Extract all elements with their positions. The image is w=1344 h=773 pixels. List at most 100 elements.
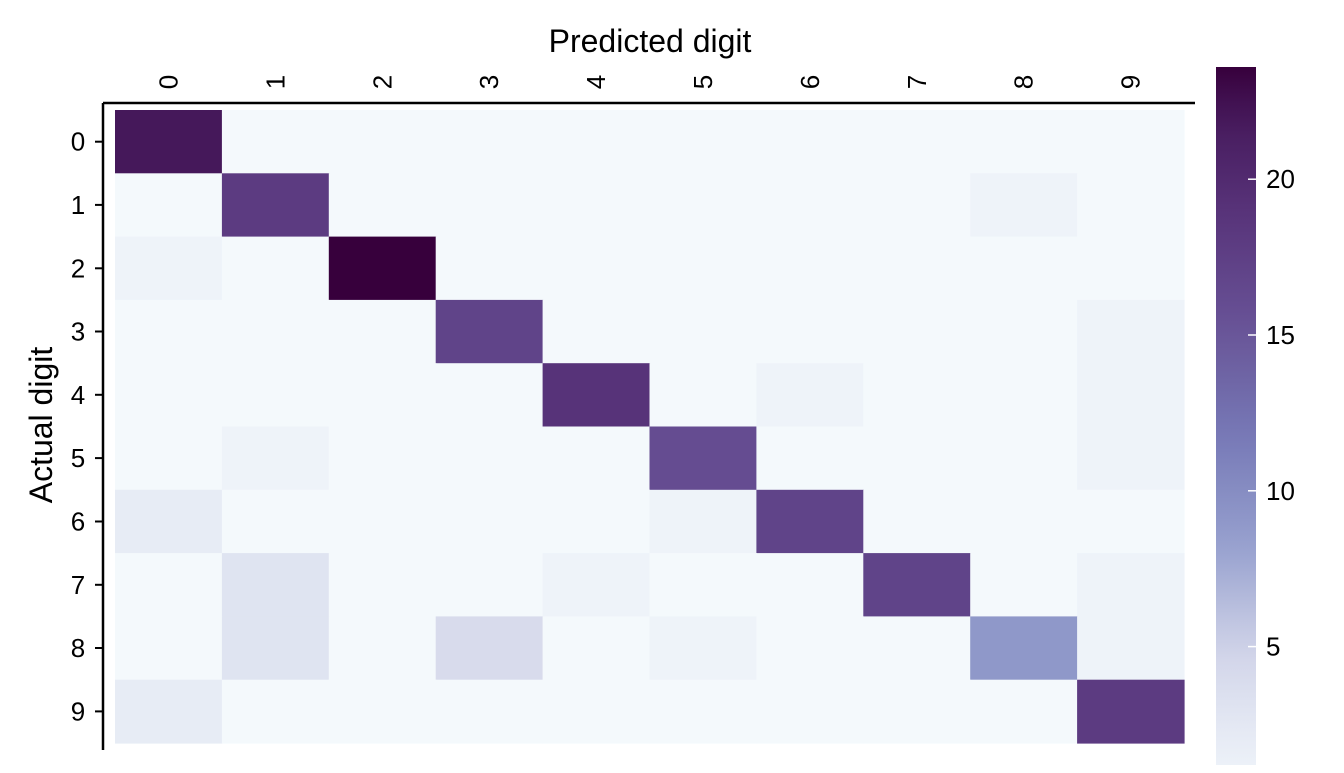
heatmap-cell: [970, 173, 1078, 238]
heatmap-cell: [970, 553, 1078, 617]
heatmap-cell: [1077, 110, 1185, 174]
heatmap-cell: [115, 110, 223, 174]
x-tick-label: 0: [153, 75, 183, 89]
heatmap-cell: [756, 173, 864, 238]
colorbar-gradient: [1216, 67, 1256, 765]
x-axis-ticks: 0 1 2 3 4 5 6 7 8 9: [153, 75, 1145, 89]
heatmap-cell: [863, 110, 971, 174]
heatmap-cell: [649, 553, 757, 617]
heatmap-cell: [649, 110, 757, 174]
heatmap-cell: [115, 679, 223, 744]
heatmap-cell: [756, 426, 864, 491]
heatmap-cell: [542, 299, 651, 364]
heatmap-cell: [756, 299, 864, 364]
colorbar-ticks: 5 10 15 20: [1248, 164, 1295, 662]
heatmap-cell: [221, 553, 330, 617]
heatmap-cell: [1077, 363, 1185, 428]
heatmap-cell: [863, 426, 971, 491]
y-axis-ticks: 0 1 2 3 4 5 6 7 8 9: [71, 127, 103, 726]
heatmap-cell: [435, 679, 544, 744]
heatmap-cell: [756, 679, 864, 744]
x-tick-label: 4: [581, 75, 611, 89]
heatmap-cell: [1077, 616, 1185, 681]
heatmap-cell: [970, 616, 1078, 681]
heatmap-cell: [649, 426, 757, 491]
y-tick-label: 8: [71, 633, 85, 663]
heatmap-cell: [649, 363, 757, 428]
x-tick-label: 7: [902, 75, 932, 89]
heatmap-cell: [863, 679, 971, 744]
colorbar-tick-label: 20: [1266, 164, 1295, 194]
heatmap-cell: [435, 363, 544, 428]
heatmap-cell: [756, 489, 864, 554]
x-tick-label: 5: [688, 75, 718, 89]
heatmap-cell: [115, 616, 223, 681]
heatmap-cell: [542, 553, 651, 617]
heatmap-cell: [221, 489, 330, 554]
heatmap-cell: [328, 110, 437, 174]
heatmap-cell: [649, 236, 757, 301]
heatmap-cell: [863, 173, 971, 238]
heatmap-cell: [115, 236, 223, 301]
heatmap-cell: [328, 173, 437, 238]
heatmap-cell: [863, 489, 971, 554]
heatmap-cell: [542, 489, 651, 554]
heatmap-cell: [970, 679, 1078, 744]
heatmap-cell: [115, 363, 223, 428]
x-tick-label: 8: [1009, 75, 1039, 89]
heatmap-cell: [756, 110, 864, 174]
y-tick-label: 7: [71, 570, 85, 600]
heatmap-cell: [435, 299, 544, 364]
y-tick-label: 1: [71, 190, 85, 220]
heatmap-cell: [649, 173, 757, 238]
heatmap-cell: [115, 553, 223, 617]
heatmap-cell: [221, 426, 330, 491]
heatmap-cell: [221, 616, 330, 681]
heatmap-cell: [115, 173, 223, 238]
y-axis-title: Actual digit: [23, 347, 59, 504]
colorbar-tick-label: 5: [1266, 632, 1280, 662]
heatmap-cell: [115, 299, 223, 364]
y-tick-label: 4: [71, 380, 85, 410]
heatmap-cell: [649, 489, 757, 554]
heatmap-cell: [542, 236, 651, 301]
heatmap-cell: [328, 553, 437, 617]
heatmap-cell: [435, 553, 544, 617]
y-tick-label: 3: [71, 317, 85, 347]
heatmap-cell: [542, 616, 651, 681]
heatmap-cells: [115, 110, 1185, 744]
heatmap-cell: [970, 489, 1078, 554]
heatmap-cell: [863, 553, 971, 617]
heatmap-cell: [221, 110, 330, 174]
heatmap-cell: [542, 679, 651, 744]
heatmap-cell: [970, 236, 1078, 301]
heatmap-cell: [542, 173, 651, 238]
heatmap-cell: [756, 363, 864, 428]
colorbar: 5 10 15 20: [1216, 67, 1295, 765]
colorbar-tick-label: 15: [1266, 320, 1295, 350]
y-tick-label: 9: [71, 696, 85, 726]
heatmap-cell: [221, 236, 330, 301]
y-tick-label: 5: [71, 443, 85, 473]
heatmap-cell: [756, 616, 864, 681]
colorbar-tick-label: 10: [1266, 476, 1295, 506]
heatmap-cell: [970, 110, 1078, 174]
heatmap-cell: [221, 299, 330, 364]
heatmap-cell: [756, 236, 864, 301]
heatmap-cell: [328, 616, 437, 681]
x-axis-title: Predicted digit: [549, 23, 752, 59]
heatmap-cell: [863, 299, 971, 364]
heatmap-cell: [435, 426, 544, 491]
heatmap-cell: [328, 426, 437, 491]
heatmap-cell: [115, 426, 223, 491]
x-tick-label: 9: [1116, 75, 1146, 89]
heatmap-cell: [542, 363, 651, 428]
x-tick-label: 2: [367, 75, 397, 89]
heatmap-cell: [970, 363, 1078, 428]
heatmap-cell: [970, 426, 1078, 491]
heatmap-cell: [1077, 236, 1185, 301]
heatmap-cell: [1077, 553, 1185, 617]
heatmap-cell: [328, 679, 437, 744]
